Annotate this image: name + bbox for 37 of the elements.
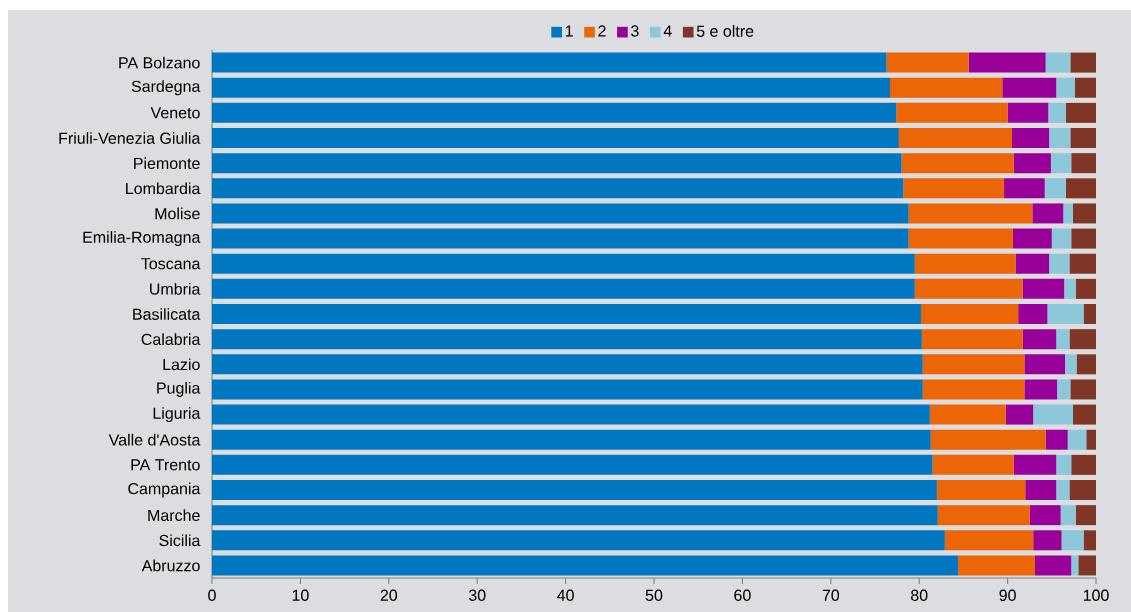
x-tick-label: 90 [999, 589, 1016, 601]
y-tick-label: Sardegna [131, 80, 201, 96]
x-tick-label: 60 [734, 589, 751, 601]
y-tick-label: Lombardia [126, 182, 201, 195]
y-tick-label: Piemonte [134, 157, 200, 170]
y-tick-label: Molise [155, 207, 200, 220]
y-tick-label: Toscana [141, 258, 201, 270]
y-tick-label: Emilia-Romagna [83, 231, 201, 247]
x-tick-label: 40 [557, 589, 574, 601]
y-tick-label: Liguria [153, 407, 201, 423]
legend-label: 1 [565, 25, 573, 37]
x-tick-label: 10 [292, 589, 309, 601]
y-tick-label: Calabria [141, 333, 201, 346]
y-tick-label: Valle d'Aosta [108, 433, 201, 446]
y-tick-label: Puglia [157, 381, 201, 397]
legend-label: 5 e oltre [696, 25, 754, 37]
y-tick-label: Lazio [163, 358, 200, 371]
x-tick-label: 80 [911, 589, 928, 601]
x-tick-label: 100 [1083, 589, 1109, 601]
x-tick-label: 20 [380, 589, 398, 601]
x-tick-label: 30 [468, 589, 486, 601]
x-tick-label: 50 [645, 589, 663, 601]
y-tick-label: Abruzzo [141, 559, 200, 572]
y-tick-label: Friuli-Venezia Giulia [59, 132, 201, 144]
legend-label: 4 [663, 25, 672, 37]
y-tick-label: Campania [128, 482, 201, 498]
legend-label: 2 [598, 25, 606, 37]
x-tick-label: 0 [208, 589, 216, 601]
y-tick-label: PA Bolzano [119, 56, 200, 69]
y-tick-label: Basilicata [133, 308, 201, 320]
y-tick-label: Marche [148, 509, 200, 522]
y-tick-label: Sicilia [159, 534, 201, 547]
legend-label: 3 [631, 25, 639, 37]
y-tick-label: Veneto [150, 107, 200, 119]
y-tick-label: PA Trento [131, 459, 200, 471]
y-tick-label: Umbria [150, 283, 201, 295]
x-tick-label: 70 [822, 589, 840, 601]
